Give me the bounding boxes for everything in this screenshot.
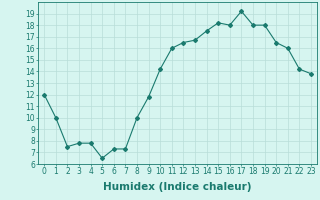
X-axis label: Humidex (Indice chaleur): Humidex (Indice chaleur) [103, 182, 252, 192]
